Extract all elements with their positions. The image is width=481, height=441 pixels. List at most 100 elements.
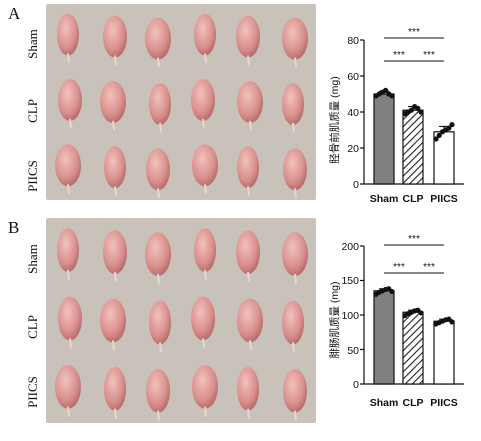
chart-b-xtick-clp: CLP [403,397,424,409]
chart-a-ylabel: 胫骨前肌质量 (mg) [328,76,341,164]
muscle-tendon [294,410,297,421]
muscle-specimen [57,13,79,56]
chart-b-ytick-4: 200 [341,241,359,253]
muscle-specimen [282,83,304,125]
muscle-specimen [58,296,82,341]
muscle-tendon [67,184,70,194]
chart-b-sig-clp-piics: *** [423,262,435,273]
bar-clp [402,311,424,385]
chart-a-ytick-4: 80 [347,35,359,47]
muscle-tendon [112,120,115,131]
muscle-photo-a-drawing [55,13,308,198]
data-point [418,310,424,316]
muscle-tendon [249,340,252,351]
bar-sham [373,290,395,385]
data-point [408,107,414,113]
muscle-specimen [237,298,263,343]
muscle-tendon [247,271,250,282]
muscle-specimen [103,15,127,58]
muscle-specimen [104,366,126,411]
muscle-tendon [114,186,117,196]
chart-b-sig-sham-clp: *** [393,262,405,273]
muscle-specimen [191,79,215,121]
chart-a-xtick-sham: Sham [370,193,399,205]
muscle-specimen [282,232,308,277]
muscle-specimen [146,368,170,413]
muscle-tendon [204,406,207,417]
bar-sham [373,93,395,185]
muscle-tendon [114,271,117,282]
muscle-specimen [236,230,260,275]
data-point [446,125,452,131]
muscle-tendon [159,122,162,133]
muscle-specimen [146,148,170,191]
chart-a-ytick-3: 60 [347,71,359,83]
muscle-tendon [202,338,205,349]
muscle-specimen [100,298,126,343]
row-label-clp-a: CLP [25,99,40,123]
row-label-sham-a: Sham [25,29,40,59]
muscle-photo-a [46,4,316,200]
muscle-specimen [55,364,81,409]
panel-letter-a: A [8,4,21,23]
muscle-specimen [237,81,263,123]
muscle-photo-b-drawing [55,228,308,421]
muscle-tendon [292,122,295,133]
chart-a-ytick-0: 0 [353,179,359,191]
muscle-specimen [283,148,307,191]
muscle-specimen [100,81,126,123]
chart-a: 胫骨前肌质量 (mg) 0 20 40 60 80 Sham CLP PIICS… [328,27,464,205]
muscle-tendon [292,342,295,353]
muscle-specimen [236,15,260,58]
muscle-specimen [57,228,79,273]
muscle-specimen [55,144,81,187]
bar-piics [433,320,455,385]
chart-b-ytick-3: 150 [341,275,359,287]
muscle-specimen [283,368,307,413]
muscle-tendon [112,340,115,351]
chart-a-sig-sham-clp: *** [393,50,405,61]
data-point [449,122,455,128]
muscle-tendon [202,118,205,129]
muscle-tendon [159,342,162,353]
row-label-piics-b: PIICS [25,376,40,408]
muscle-tendon [67,269,70,280]
muscle-tendon [157,188,160,198]
chart-b-ytick-2: 100 [341,310,359,322]
muscle-specimen [237,146,259,189]
chart-a-ytick-1: 20 [347,143,359,155]
muscle-tendon [247,186,250,196]
muscle-tendon [247,408,250,419]
muscle-specimen [192,144,218,187]
muscle-tendon [114,408,117,419]
muscle-tendon [69,338,72,349]
chart-b-xtick-piics: PIICS [430,397,457,409]
data-point [433,136,439,142]
muscle-specimen [237,366,259,411]
chart-a-sig-clp-piics: *** [423,50,435,61]
muscle-tendon [157,273,160,284]
panel-letter-b: B [8,218,20,237]
data-point [449,319,455,325]
muscle-specimen [191,296,215,341]
muscle-tendon [294,273,297,284]
muscle-tendon [247,55,250,66]
data-point [389,288,395,295]
chart-a-sig-sham-piics: *** [408,27,420,38]
muscle-tendon [204,269,207,280]
chart-b-xtick-sham: Sham [370,397,399,409]
muscle-specimen [58,79,82,121]
muscle-tendon [157,57,160,68]
muscle-tendon [204,53,207,64]
muscle-specimen [149,83,171,125]
chart-a-xtick-piics: PIICS [430,193,457,205]
muscle-tendon [294,188,297,198]
row-label-sham-b: Sham [25,244,40,274]
chart-b: 腓肠肌质量 (mg) 0 50 100 150 200 Sham CLP PII… [329,234,464,409]
muscle-specimen [104,146,126,189]
chart-b-sig-sham-piics: *** [408,234,420,245]
muscle-specimen [103,230,127,275]
muscle-specimen [145,17,171,60]
chart-b-ytick-1: 50 [347,345,359,357]
data-point [415,105,421,111]
